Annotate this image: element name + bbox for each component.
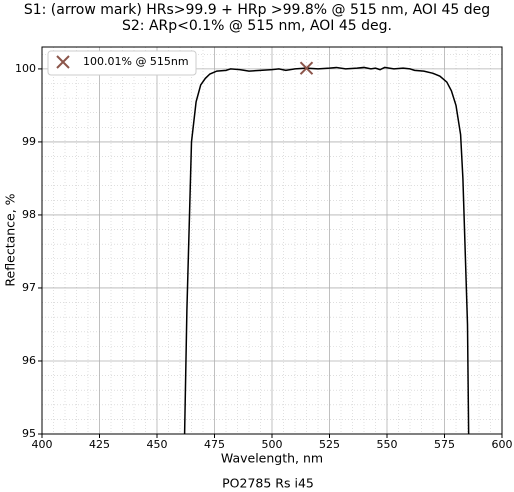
x-tick-label: 600 [492,438,513,451]
legend-label: 100.01% @ 515nm [83,55,189,68]
x-tick-label: 400 [32,438,53,451]
x-tick-label: 550 [377,438,398,451]
x-tick-label: 450 [147,438,168,451]
legend-box [47,50,197,76]
x-tick-label: 575 [434,438,455,451]
chart-title: S1: (arrow mark) HRs>99.9 + HRp >99.8% @… [24,2,490,18]
footer: PO2785 Rs i45 [222,476,314,491]
y-tick-label: 97 [22,281,36,294]
plot-frame [41,46,503,435]
y-tick-label: 95 [22,427,36,440]
chart-title: S2: ARp<0.1% @ 515 nm, AOI 45 deg. [122,18,392,34]
y-axis-label: Reflectance, % [3,193,18,286]
x-tick-label: 500 [262,438,283,451]
line [183,66,470,435]
marker [299,61,314,75]
marker [56,55,70,69]
y-tick-label: 96 [22,354,36,367]
x-tick-label: 425 [89,438,110,451]
y-tick-label: 98 [22,208,36,221]
x-tick-label: 475 [204,438,225,451]
x-axis-label: Wavelength, nm [221,451,323,466]
y-tick-label: 99 [22,135,36,148]
x-tick-label: 525 [319,438,340,451]
y-tick-label: 100 [15,62,36,75]
